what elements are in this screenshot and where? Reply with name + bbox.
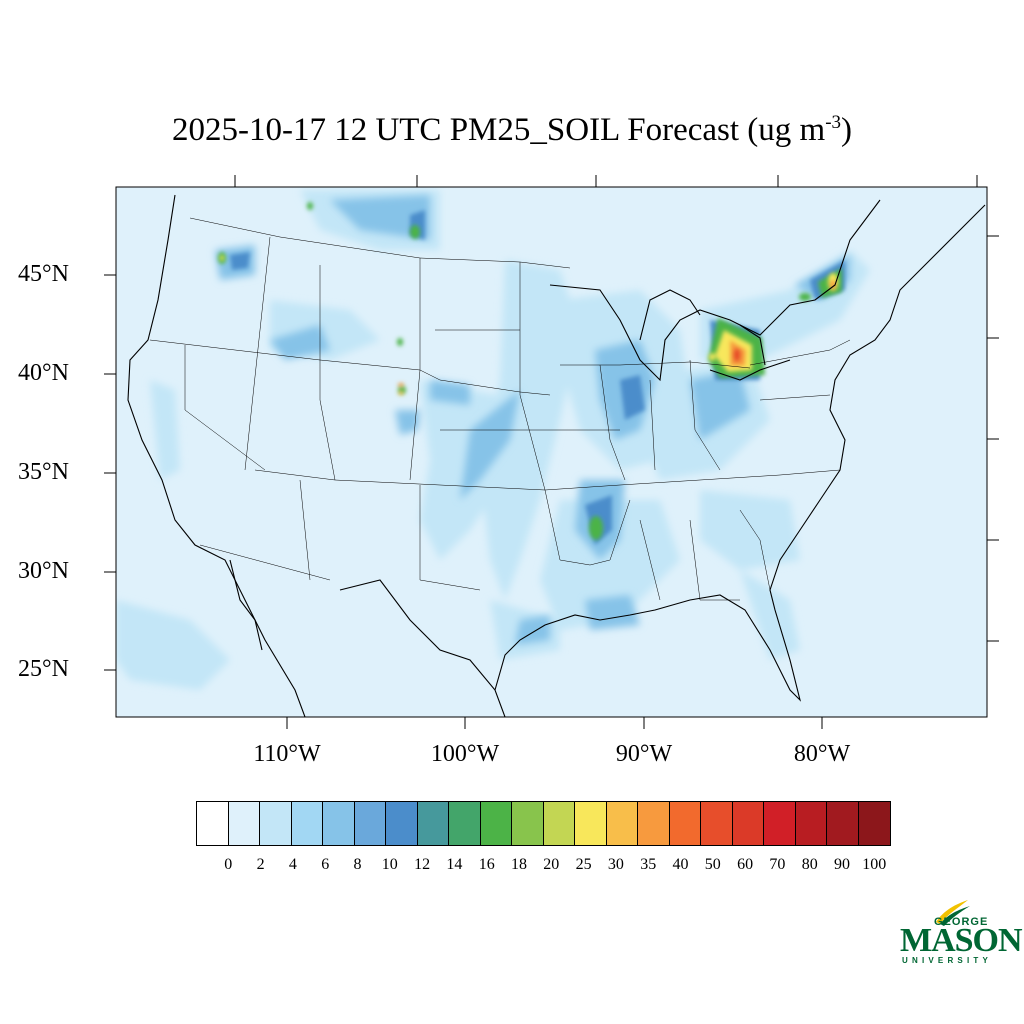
colorbar <box>196 801 891 846</box>
colorbar-label: 10 <box>381 856 398 873</box>
colorbar-swatch <box>543 802 575 845</box>
gmu-logo: GEORGE MASON UNIVERSITY <box>898 898 1023 968</box>
lon-label-100w: 100°W <box>430 741 500 767</box>
lat-label-30n: 30°N <box>18 558 69 584</box>
map-title: 2025-10-17 12 UTC PM25_SOIL Forecast (ug… <box>0 112 1024 149</box>
lat-label-25n: 25°N <box>18 656 69 682</box>
map-frame <box>115 186 988 718</box>
lat-label-40n: 40°N <box>18 360 69 386</box>
colorbar-swatch <box>417 802 449 845</box>
title-main: 2025-10-17 12 UTC PM25_SOIL Forecast (ug… <box>171 112 826 148</box>
colorbar-label: 50 <box>704 856 721 873</box>
colorbar-swatch <box>701 802 733 845</box>
colorbar-label: 16 <box>478 856 495 873</box>
title-suffix: ) <box>841 112 853 148</box>
colorbar-swatch <box>795 802 827 845</box>
lat-label-35n: 35°N <box>18 459 69 485</box>
logo-mason: MASON <box>900 922 1023 959</box>
colorbar-label: 80 <box>801 856 818 873</box>
title-superscript: -3 <box>825 112 842 133</box>
colorbar-swatch <box>827 802 859 845</box>
colorbar-swatch <box>575 802 607 845</box>
colorbar-label: 8 <box>353 856 362 873</box>
colorbar-swatch <box>764 802 796 845</box>
colorbar-label: 60 <box>737 856 754 873</box>
colorbar-swatch <box>480 802 512 845</box>
colorbar-label: 100 <box>862 856 887 873</box>
axis-ticks <box>104 175 999 729</box>
colorbar-label: 4 <box>288 856 297 873</box>
colorbar-label: 25 <box>575 856 592 873</box>
colorbar-label: 20 <box>543 856 560 873</box>
colorbar-swatch <box>386 802 418 845</box>
colorbar-swatch <box>858 802 890 845</box>
colorbar-label: 70 <box>769 856 786 873</box>
colorbar-label: 2 <box>256 856 265 873</box>
colorbar-swatch <box>669 802 701 845</box>
colorbar-label: 90 <box>834 856 850 873</box>
colorbar-swatch <box>354 802 386 845</box>
colorbar-labels: 0 2 4 6 8 10 12 14 16 18 20 25 30 35 40 50 60 70 80 90 100 <box>0 856 1024 876</box>
lon-label-80w: 80°W <box>793 741 851 767</box>
logo-university: UNIVERSITY <box>902 956 993 965</box>
concentration-field <box>116 190 870 690</box>
logo-george: GEORGE <box>934 916 989 928</box>
colorbar-label: 35 <box>640 856 657 873</box>
lat-label-45n: 45°N <box>18 261 69 287</box>
colorbar-swatch <box>449 802 481 845</box>
colorbar-label: 30 <box>607 856 624 873</box>
coastlines <box>127 194 986 717</box>
colorbar-label: 40 <box>672 856 689 873</box>
colorbar-swatch <box>291 802 323 845</box>
colorbar-swatch <box>638 802 670 845</box>
colorbar-swatch <box>228 802 260 845</box>
colorbar-swatch <box>732 802 764 845</box>
lon-label-110w: 110°W <box>253 741 321 767</box>
colorbar-label: 12 <box>414 856 431 873</box>
colorbar-swatch <box>197 802 229 845</box>
colorbar-swatch <box>512 802 544 845</box>
state-boundaries <box>149 217 851 601</box>
lon-label-90w: 90°W <box>615 741 673 767</box>
colorbar-label: 0 <box>224 856 233 873</box>
colorbar-label: 6 <box>321 856 330 873</box>
logo-flame-icon <box>936 900 970 926</box>
colorbar-label: 18 <box>511 856 527 873</box>
colorbar-swatch <box>323 802 355 845</box>
colorbar-swatch <box>260 802 292 845</box>
colorbar-label: 14 <box>446 856 463 873</box>
colorbar-swatch <box>606 802 638 845</box>
